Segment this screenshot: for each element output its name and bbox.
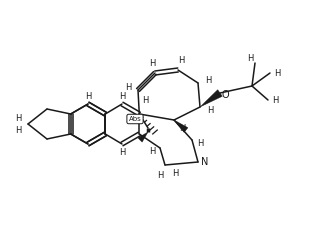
- Text: H: H: [207, 106, 213, 115]
- Text: H: H: [125, 82, 131, 91]
- Text: H: H: [205, 75, 211, 84]
- Polygon shape: [200, 90, 222, 107]
- Polygon shape: [138, 132, 148, 142]
- Text: H: H: [197, 138, 203, 147]
- Text: H: H: [274, 68, 280, 77]
- Text: H: H: [15, 125, 21, 134]
- Text: H: H: [119, 147, 125, 157]
- Text: O: O: [221, 90, 229, 100]
- Text: Abs: Abs: [129, 116, 141, 122]
- Text: H: H: [179, 124, 185, 132]
- Text: H: H: [149, 146, 155, 155]
- Text: H: H: [172, 169, 178, 178]
- Text: H: H: [85, 91, 91, 101]
- Text: H: H: [142, 96, 148, 105]
- Text: H: H: [178, 56, 184, 64]
- Text: H: H: [119, 91, 125, 101]
- Text: H: H: [157, 171, 163, 180]
- Polygon shape: [174, 120, 188, 132]
- Text: H: H: [15, 114, 21, 123]
- Text: H: H: [149, 59, 155, 67]
- Text: N: N: [201, 157, 209, 167]
- Text: H: H: [247, 54, 253, 62]
- Text: H: H: [272, 96, 278, 105]
